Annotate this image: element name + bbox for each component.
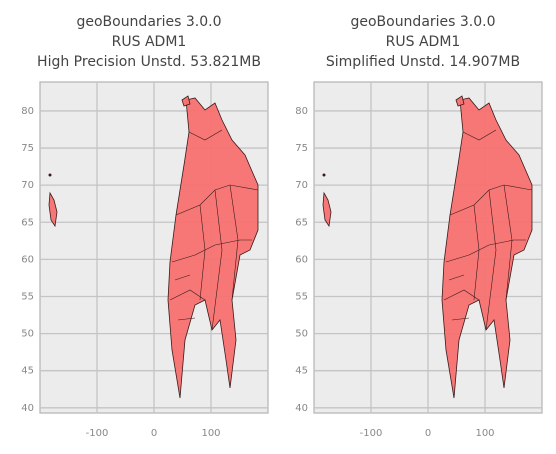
y-tick-label: 45 [21,366,34,377]
panel-title: geoBoundaries 3.0.0 [76,14,221,30]
y-tick-label: 65 [295,217,308,228]
y-tick-label: 75 [295,143,308,154]
y-tick-label: 60 [21,254,34,265]
x-tick-label: 0 [151,428,157,439]
y-tick-label: 65 [21,217,34,228]
panel-title: Simplified Unstd. 14.907MB [326,54,520,70]
y-tick-label: 40 [295,403,308,414]
y-tick-label: 80 [295,106,308,117]
y-tick-label: 60 [295,254,308,265]
y-tick-label: 50 [295,329,308,340]
x-tick-label: -100 [360,428,383,439]
y-tick-label: 40 [21,403,34,414]
y-tick-label: 80 [21,106,34,117]
y-tick-label: 70 [295,180,308,191]
y-tick-label: 45 [295,366,308,377]
x-tick-label: 100 [201,428,220,439]
panel-title: RUS ADM1 [386,34,461,50]
y-tick-label: 75 [21,143,34,154]
y-tick-label: 50 [21,329,34,340]
map-panel: geoBoundaries 3.0.0 RUS ADM1 High Precisio… [21,14,269,439]
map-panel: geoBoundaries 3.0.0 RUS ADM1 Simplified Un… [295,14,543,439]
x-tick-label: -100 [86,428,109,439]
panel-title: RUS ADM1 [112,34,187,50]
y-tick-label: 55 [21,291,34,302]
x-tick-label: 0 [425,428,431,439]
y-tick-label: 55 [295,291,308,302]
x-tick-label: 100 [475,428,494,439]
y-tick-label: 70 [21,180,34,191]
panel-title: High Precision Unstd. 53.821MB [37,54,261,70]
panel-title: geoBoundaries 3.0.0 [350,14,495,30]
